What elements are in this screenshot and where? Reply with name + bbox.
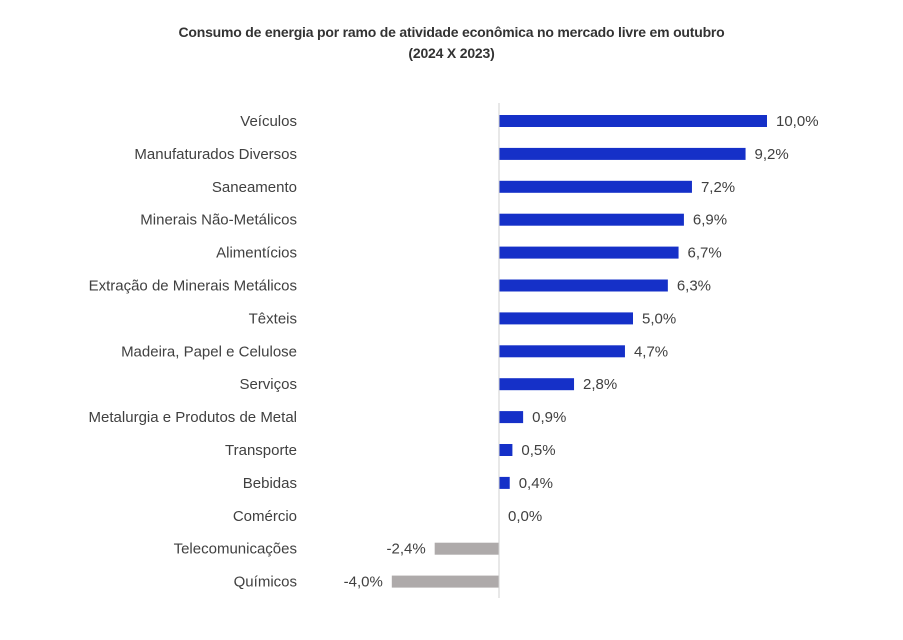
bar [499,444,513,456]
data-label: -2,4% [386,541,425,558]
data-label: 0,0% [508,508,542,525]
data-label: 10,0% [776,113,819,130]
data-label: 0,4% [519,475,553,492]
bar [499,115,767,127]
category-label: Veículos [240,113,297,130]
bar [434,542,499,555]
category-label: Comércio [233,508,297,525]
data-label: 2,8% [583,376,617,393]
category-label: Telecomunicações [174,541,297,558]
data-label: 5,0% [642,310,676,327]
bar [499,345,625,358]
bar [499,312,633,325]
bar [499,213,684,226]
category-label: Metalurgia e Produtos de Metal [89,409,297,426]
category-label: Extração de Minerais Metálicos [89,278,297,295]
data-label: -4,0% [344,574,383,591]
bar [499,279,668,292]
category-label: Alimentícios [216,245,297,262]
category-label: Minerais Não-Metálicos [140,212,297,229]
data-label: 7,2% [701,179,735,196]
data-label: 0,5% [521,442,555,459]
data-label: 4,7% [634,343,668,360]
category-label: Químicos [234,574,297,591]
category-label: Têxteis [249,310,297,327]
bar [499,246,679,259]
data-label: 6,3% [677,278,711,295]
data-label: 6,7% [688,245,722,262]
chart-subtitle: (2024 X 2023) [408,45,495,61]
category-label: Madeira, Papel e Celulose [121,343,297,360]
category-label: Transporte [225,442,297,459]
category-label: Serviços [239,376,297,393]
bar [499,180,692,193]
chart-title: Consumo de energia por ramo de atividade… [178,24,725,40]
bar [499,476,510,489]
bar [499,147,746,160]
category-label: Saneamento [212,179,297,196]
data-label: 6,9% [693,212,727,229]
category-label: Manufaturados Diversos [134,146,297,163]
category-label: Bebidas [243,475,297,492]
bar [499,378,575,391]
bar [499,411,524,424]
data-label: 9,2% [755,146,789,163]
data-label: 0,9% [532,409,566,426]
bar [391,575,499,588]
